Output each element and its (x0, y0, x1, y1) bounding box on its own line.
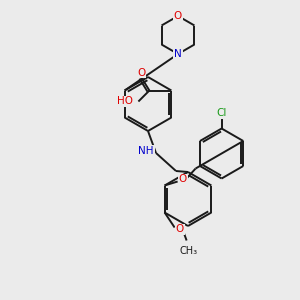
Text: O: O (174, 11, 182, 21)
Text: O: O (176, 224, 184, 235)
Text: N: N (174, 49, 182, 59)
Text: NH: NH (138, 146, 154, 156)
Text: O: O (178, 175, 187, 184)
Text: O: O (137, 68, 146, 77)
Text: Cl: Cl (216, 107, 227, 118)
Text: CH₃: CH₃ (180, 245, 198, 256)
Text: HO: HO (117, 97, 134, 106)
